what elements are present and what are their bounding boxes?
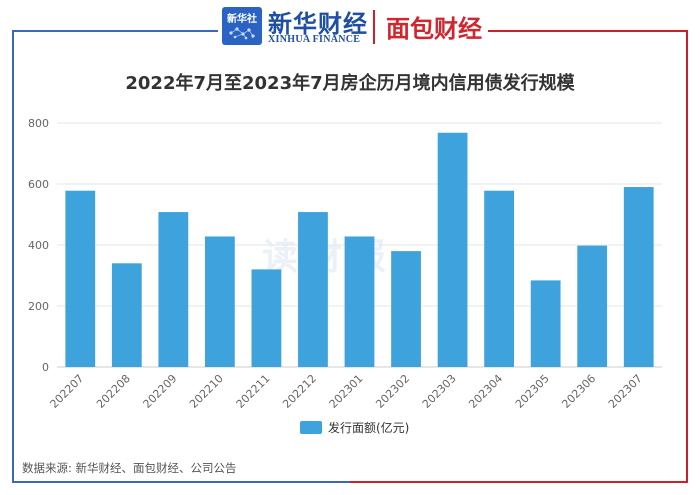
xinhua-finance-logo-subtext: XINHUA FINANCE xyxy=(268,34,361,45)
y-tick-label: 600 xyxy=(28,178,49,191)
bar-202209 xyxy=(158,212,189,367)
y-tick-label: 200 xyxy=(28,300,49,313)
frame-right-line xyxy=(686,30,688,482)
x-tick-label: 202302 xyxy=(373,372,412,411)
bar-202208 xyxy=(111,263,142,367)
x-tick-label: 202304 xyxy=(466,372,505,411)
header: 新华社 新华财经 XINHUA FINANCE 面包财经 xyxy=(0,0,700,52)
bar-202207 xyxy=(65,190,96,367)
bar-202306 xyxy=(577,245,608,367)
x-tick-label: 202207 xyxy=(47,372,86,411)
frame-top-left-line xyxy=(12,30,218,32)
y-tick-label: 0 xyxy=(42,361,49,374)
bar-202210 xyxy=(204,236,235,367)
x-tick-label: 202211 xyxy=(234,372,273,411)
bar-202307 xyxy=(623,187,654,367)
frame-bottom-left-line xyxy=(12,481,350,483)
frame-left-line xyxy=(12,30,14,482)
bar-202303 xyxy=(437,132,468,367)
legend-label: 发行面额(亿元) xyxy=(328,420,409,435)
globe-dots-icon xyxy=(229,27,255,40)
xinhua-badge-text: 新华社 xyxy=(227,14,257,25)
frame-top-right-line xyxy=(488,30,688,32)
bar-202305 xyxy=(530,280,561,367)
x-tick-label: 202208 xyxy=(94,372,133,411)
chart-title: 2022年7月至2023年7月房企历月境内信用债发行规模 xyxy=(125,73,575,94)
x-tick-label: 202305 xyxy=(513,372,552,411)
data-source-note: 数据来源: 新华财经、面包财经、公司公告 xyxy=(22,461,237,475)
mianbao-finance-logo-text: 面包财经 xyxy=(386,15,482,43)
x-tick-label: 202301 xyxy=(327,372,366,411)
bar-202302 xyxy=(391,251,421,367)
y-tick-label: 800 xyxy=(28,117,49,130)
x-tick-label: 202212 xyxy=(280,372,319,411)
bar-202211 xyxy=(251,269,282,367)
x-tick-label: 202209 xyxy=(141,372,180,411)
xinhua-logo-badge: 新华社 xyxy=(222,7,262,45)
bar-202304 xyxy=(484,190,515,367)
bar-202301 xyxy=(344,236,375,367)
logo-divider xyxy=(373,10,375,44)
x-tick-label: 202306 xyxy=(559,372,598,411)
y-tick-label: 400 xyxy=(28,239,49,252)
x-tick-label: 202307 xyxy=(606,372,645,411)
legend-swatch xyxy=(300,421,322,434)
bar-202212 xyxy=(298,212,328,367)
frame-bottom-right-line xyxy=(350,481,688,483)
xinhua-finance-logo-text: 新华财经 xyxy=(268,9,368,38)
x-tick-label: 202303 xyxy=(420,372,459,411)
x-tick-label: 202210 xyxy=(187,372,226,411)
